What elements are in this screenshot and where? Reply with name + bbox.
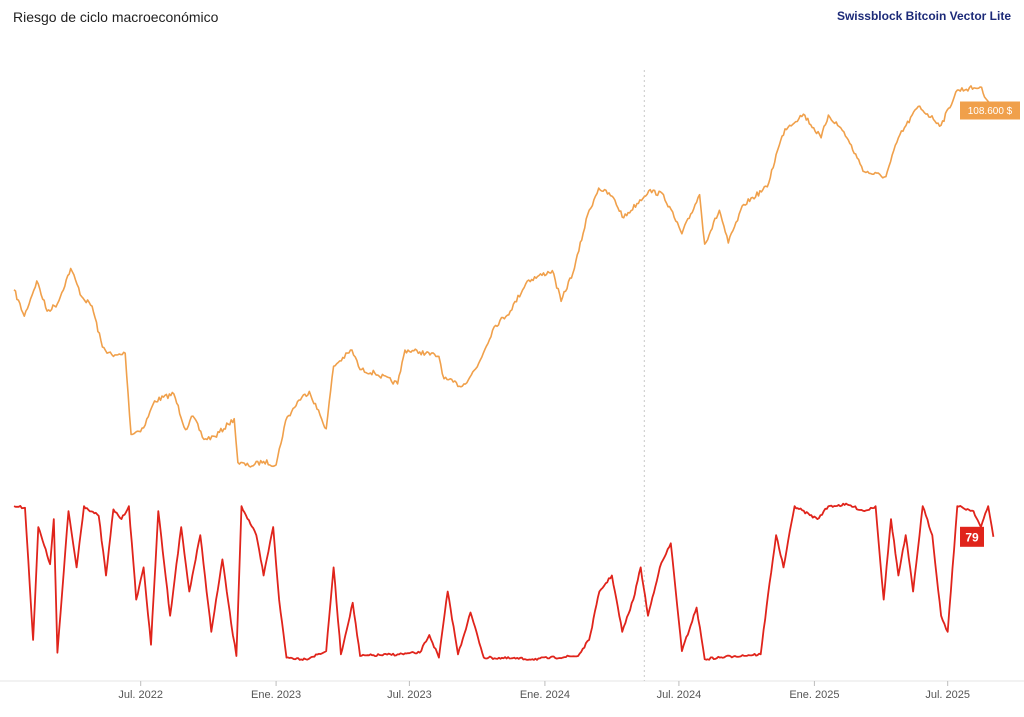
- risk-series-line: [13, 502, 995, 661]
- x-tick-label: Jul. 2025: [925, 689, 970, 701]
- x-axis-ticks: Jul. 2022 Ene. 2023 Jul. 2023 Ene. 2024 Jul.…: [118, 681, 970, 701]
- x-tick-label: Jul. 2022: [118, 689, 163, 701]
- chart-title: Riesgo de ciclo macroeconómico: [13, 9, 219, 25]
- x-tick-label: Jul. 2024: [657, 689, 702, 701]
- x-tick-label: Ene. 2024: [520, 689, 570, 701]
- risk-last-value-badge: [960, 526, 984, 547]
- brand-label: Swissblock Bitcoin Vector Lite: [836, 9, 1011, 23]
- price-last-value-label: 108.600 $: [968, 106, 1013, 117]
- price-last-value-badge: [960, 101, 1020, 120]
- series-lines: [13, 85, 995, 661]
- x-tick-label: Ene. 2023: [251, 689, 301, 701]
- price-series-line: [13, 85, 995, 468]
- x-tick-label: Jul. 2023: [387, 689, 432, 701]
- last-value-badges: 108.600 $ 79: [960, 101, 1020, 547]
- risk-last-value-label: 79: [965, 530, 979, 544]
- x-tick-label: Ene. 2025: [789, 689, 839, 701]
